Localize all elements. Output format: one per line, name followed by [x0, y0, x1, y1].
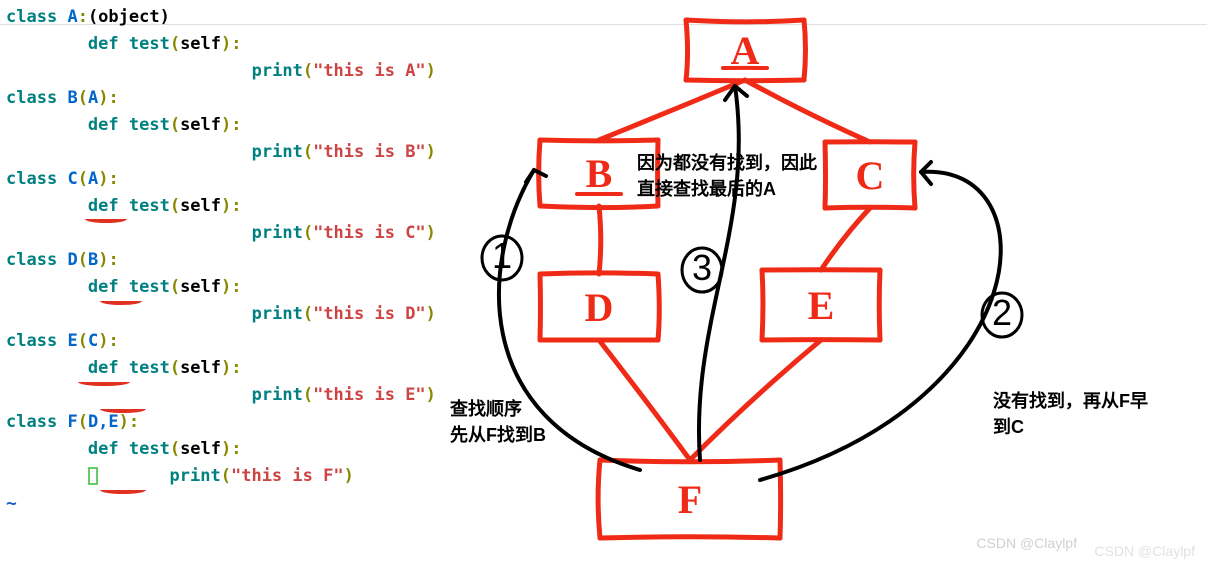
red-underline	[100, 297, 142, 303]
def-line-A: def test(self):	[6, 31, 460, 58]
class-header-D: class D(B):	[6, 247, 460, 274]
def-line-E: def test(self):	[6, 355, 460, 382]
red-underline	[100, 486, 146, 492]
print-line-A: print("this is A")	[6, 58, 460, 85]
node-D: D	[585, 285, 614, 330]
svg-text:2: 2	[992, 292, 1012, 333]
mro-diagram: ABCDEF123	[440, 0, 1207, 565]
annotation-not-found-c: 没有找到，再从F早 到C	[993, 388, 1148, 440]
print-line-B: print("this is B")	[6, 139, 460, 166]
node-C: C	[856, 153, 885, 198]
print-line-E: print("this is E")	[6, 382, 460, 409]
red-underline	[100, 405, 146, 411]
red-underline	[78, 378, 130, 384]
print-line-F: print("this is F")	[6, 463, 460, 490]
def-line-B: def test(self):	[6, 112, 460, 139]
node-B: B	[586, 151, 613, 196]
code-block: class A:(object) def test(self): print("…	[0, 0, 460, 517]
def-line-C: def test(self):	[6, 193, 460, 220]
print-line-D: print("this is D")	[6, 301, 460, 328]
class-header-C: class C(A):	[6, 166, 460, 193]
annotation-not-found-a: 因为都没有找到，因此 直接查找最后的A	[637, 150, 817, 202]
def-line-F: def test(self):	[6, 436, 460, 463]
print-line-C: print("this is C")	[6, 220, 460, 247]
red-underline	[85, 215, 127, 221]
node-E: E	[808, 283, 835, 328]
class-header-E: class E(C):	[6, 328, 460, 355]
class-header-B: class B(A):	[6, 85, 460, 112]
cursor	[88, 467, 98, 485]
watermark-1: CSDN @Claylpf	[976, 535, 1077, 551]
node-F: F	[678, 477, 702, 522]
watermark-2: CSDN @Claylpf	[1094, 543, 1195, 559]
class-header-A: class A:(object)	[6, 4, 460, 31]
annotation-search-order: 查找顺序 先从F找到B	[450, 396, 546, 448]
tilde-line: ~	[6, 490, 460, 517]
def-line-D: def test(self):	[6, 274, 460, 301]
svg-text:1: 1	[492, 235, 512, 276]
svg-text:3: 3	[692, 247, 712, 288]
class-header-F: class F(D,E):	[6, 409, 460, 436]
